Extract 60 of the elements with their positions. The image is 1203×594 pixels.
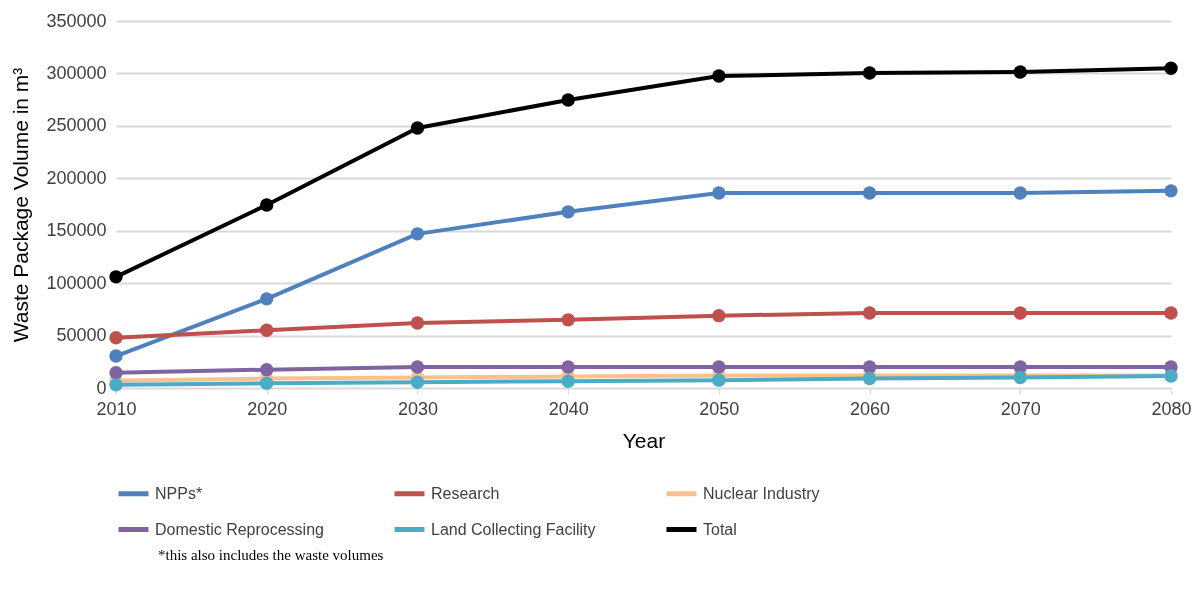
- point: [1013, 65, 1027, 79]
- x-tick-label: 2040: [548, 398, 589, 419]
- y-axis-title: Waste Package Volume in m³: [9, 67, 33, 343]
- legend-label: NPPs*: [155, 484, 203, 502]
- point: [1164, 306, 1178, 320]
- point: [561, 360, 575, 374]
- point: [109, 366, 123, 380]
- point: [260, 292, 274, 306]
- point: [410, 227, 425, 241]
- point: [561, 205, 575, 219]
- point: [1164, 184, 1178, 198]
- point: [712, 186, 726, 200]
- y-tick-label: 200000: [46, 167, 107, 188]
- point: [260, 376, 274, 390]
- legend-label: Research: [431, 484, 500, 502]
- point: [712, 69, 726, 83]
- text: *this also includes the waste volumes: [158, 547, 385, 564]
- x-tick-label: 2060: [850, 398, 891, 419]
- point: [410, 316, 425, 330]
- point: [410, 360, 425, 374]
- point: [109, 378, 123, 392]
- point: [410, 375, 425, 389]
- point: [862, 66, 877, 80]
- y-tick-label: 250000: [46, 115, 107, 136]
- x-tick-label: 2030: [397, 398, 438, 419]
- point: [260, 198, 274, 212]
- point: [561, 93, 575, 107]
- y-tick-label: 50000: [56, 325, 107, 346]
- legend-label: Total: [703, 520, 737, 538]
- x-tick-label: 2080: [1151, 398, 1192, 419]
- point: [862, 360, 877, 374]
- point: [561, 313, 575, 327]
- point: [410, 121, 425, 135]
- point: [862, 186, 877, 200]
- point: [260, 323, 274, 338]
- point: [1013, 306, 1027, 320]
- point: [712, 308, 726, 323]
- x-tick-label: 2010: [96, 398, 137, 419]
- point: [1013, 186, 1027, 200]
- point: [260, 362, 274, 377]
- legend-label: Land Collecting Facility: [431, 520, 596, 538]
- y-tick-label: 0: [96, 377, 107, 398]
- y-tick-label: 300000: [46, 62, 107, 83]
- point: [712, 360, 726, 374]
- point: [109, 270, 123, 284]
- legend-label: Domestic Reprocessing: [155, 520, 324, 538]
- point: [862, 306, 877, 320]
- x-tick-label: 2070: [1000, 398, 1041, 419]
- point: [109, 349, 123, 363]
- point: [561, 374, 575, 388]
- x-axis-title: Year: [622, 428, 666, 452]
- x-tick-label: 2020: [247, 398, 288, 419]
- point: [712, 373, 726, 387]
- y-tick-label: 100000: [46, 272, 107, 293]
- point: [109, 330, 123, 345]
- y-tick-label: 350000: [46, 10, 107, 31]
- y-tick-label: 150000: [46, 220, 107, 241]
- x-tick-label: 2050: [699, 398, 740, 419]
- point: [1164, 61, 1178, 75]
- legend-label: Nuclear Industry: [703, 484, 820, 502]
